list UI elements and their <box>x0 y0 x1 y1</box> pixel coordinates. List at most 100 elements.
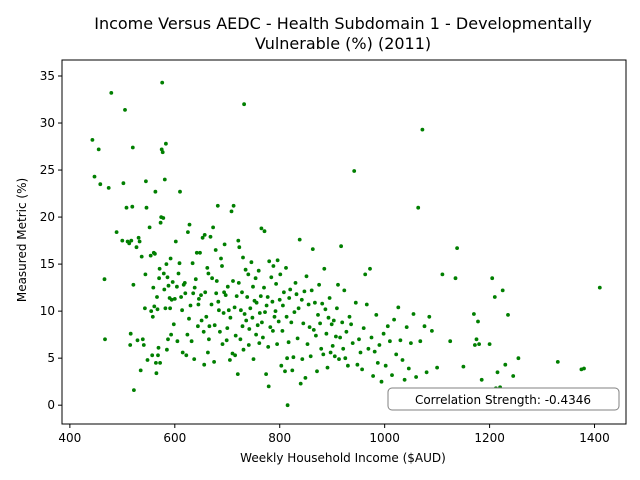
data-point-306 <box>396 305 401 310</box>
data-point-121 <box>209 302 214 307</box>
data-point-78 <box>173 239 178 244</box>
data-point-230 <box>296 306 301 311</box>
data-point-287 <box>361 326 366 330</box>
data-point-209 <box>277 297 282 302</box>
data-point-274 <box>342 288 347 293</box>
data-point-294 <box>372 349 377 354</box>
data-point-26 <box>138 368 143 373</box>
data-point-298 <box>379 379 384 384</box>
y-tick-label-5: 25 <box>40 163 55 177</box>
data-point-80 <box>175 339 180 344</box>
data-point-247 <box>314 333 318 338</box>
data-point-160 <box>240 290 244 295</box>
data-point-16 <box>128 331 133 336</box>
data-point-276 <box>344 329 349 334</box>
data-point-323 <box>440 272 445 277</box>
data-point-94 <box>187 222 192 227</box>
data-point-260 <box>327 296 332 300</box>
y-axis-ticks: 0 5 10 15 20 25 30 35 <box>40 69 62 412</box>
data-point-311 <box>406 366 411 371</box>
data-point-85 <box>180 308 185 313</box>
data-point-110 <box>201 329 206 334</box>
data-point-338 <box>495 370 500 375</box>
data-point-180 <box>254 300 259 305</box>
data-point-325 <box>453 276 458 281</box>
data-point-7 <box>109 91 114 95</box>
data-point-278 <box>347 314 352 319</box>
data-point-76 <box>171 322 176 327</box>
data-point-312 <box>409 341 413 345</box>
data-point-270 <box>338 335 342 340</box>
data-point-162 <box>241 255 245 260</box>
data-point-83 <box>178 189 182 194</box>
data-point-219 <box>285 403 290 408</box>
data-point-275 <box>343 356 348 361</box>
data-point-31 <box>143 272 148 277</box>
data-point-335 <box>490 276 495 281</box>
data-point-234 <box>300 357 305 361</box>
data-point-105 <box>197 297 201 301</box>
data-point-36 <box>148 253 153 258</box>
data-point-189 <box>262 285 266 290</box>
data-point-139 <box>223 293 228 297</box>
data-point-93 <box>187 316 191 321</box>
data-point-241 <box>307 325 312 329</box>
data-point-273 <box>341 346 346 351</box>
data-point-65 <box>164 262 169 266</box>
data-point-192 <box>264 372 268 376</box>
data-point-120 <box>208 234 213 239</box>
data-point-148 <box>231 279 235 283</box>
data-point-133 <box>219 256 223 261</box>
data-point-165 <box>242 312 247 316</box>
data-point-226 <box>292 310 297 314</box>
data-point-2 <box>96 147 101 152</box>
data-point-119 <box>207 324 212 329</box>
data-point-44 <box>153 189 158 194</box>
data-point-263 <box>330 344 335 348</box>
x-axis-ticks: 400 600 800 1000 1200 1400 <box>58 424 610 445</box>
data-point-288 <box>363 272 368 277</box>
data-point-42 <box>152 304 157 309</box>
data-point-266 <box>334 334 338 339</box>
data-point-167 <box>244 318 249 323</box>
data-point-194 <box>265 295 270 299</box>
data-point-11 <box>123 108 127 112</box>
data-point-14 <box>127 241 132 246</box>
data-point-336 <box>492 295 497 299</box>
data-point-109 <box>200 235 205 240</box>
data-point-59 <box>161 216 166 220</box>
data-point-199 <box>269 275 274 280</box>
data-point-211 <box>279 363 284 368</box>
data-point-170 <box>246 343 251 347</box>
data-point-197 <box>267 259 272 264</box>
data-point-261 <box>328 350 333 355</box>
data-point-210 <box>278 272 283 277</box>
y-tick-label-0: 0 <box>47 398 55 412</box>
data-point-134 <box>220 264 224 268</box>
data-point-268 <box>336 282 340 287</box>
data-point-316 <box>418 339 423 344</box>
data-point-145 <box>228 315 233 320</box>
data-point-130 <box>216 299 221 304</box>
data-point-116 <box>206 350 210 355</box>
data-point-138 <box>222 242 227 247</box>
data-point-269 <box>337 357 341 361</box>
data-point-302 <box>388 339 392 344</box>
data-point-47 <box>155 295 159 299</box>
data-point-8 <box>114 230 119 235</box>
data-point-154 <box>235 372 240 376</box>
data-point-153 <box>234 294 239 298</box>
data-point-97 <box>190 261 195 266</box>
data-point-259 <box>326 315 331 320</box>
data-point-281 <box>352 169 357 173</box>
data-point-332 <box>477 342 481 346</box>
data-point-314 <box>414 375 418 379</box>
data-point-301 <box>385 324 390 329</box>
data-point-143 <box>226 308 231 313</box>
data-point-286 <box>360 367 364 372</box>
data-point-157 <box>237 245 242 250</box>
data-point-243 <box>309 288 314 293</box>
data-point-290 <box>366 346 371 351</box>
data-points <box>90 80 602 408</box>
data-point-343 <box>511 374 516 378</box>
